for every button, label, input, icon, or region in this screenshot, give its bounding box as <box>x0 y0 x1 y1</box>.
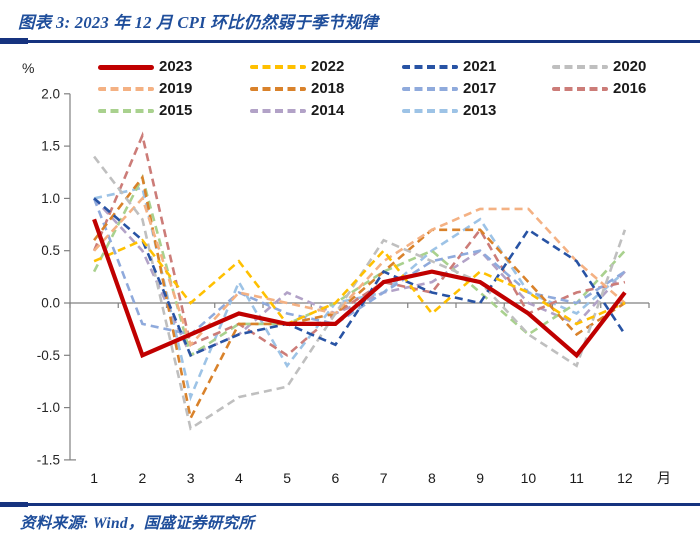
legend-item-2021: 2021 <box>402 56 552 78</box>
legend-swatch-2015 <box>98 109 154 113</box>
title-divider-tab <box>0 38 28 44</box>
series-2015-line <box>92 173 626 358</box>
legend-label: 2020 <box>613 58 647 75</box>
legend-item-2017: 2017 <box>402 78 552 100</box>
legend-swatch-2021 <box>402 65 458 69</box>
legend-swatch-2022 <box>250 65 306 69</box>
chart-legend: 2023 2022 2021 2020 2019 2018 2017 2016 2015 2014… <box>98 56 673 122</box>
y-tick-label: -1.0 <box>37 400 60 415</box>
y-tick-label: 1.5 <box>41 139 60 154</box>
legend-item-2018: 2018 <box>250 78 402 100</box>
legend-swatch-2017 <box>402 87 458 91</box>
series-2022-line <box>93 238 626 326</box>
footer-divider <box>0 503 700 506</box>
legend-item-2015: 2015 <box>98 100 250 122</box>
series-2023-line <box>92 218 627 359</box>
series-2017-line <box>92 197 626 336</box>
y-tick-label: 0.0 <box>41 296 60 311</box>
legend-label: 2021 <box>463 58 497 75</box>
legend-label: 2015 <box>159 102 193 119</box>
legend-item-2023: 2023 <box>98 56 250 78</box>
legend-label: 2013 <box>463 102 497 119</box>
legend-label: 2018 <box>311 80 345 97</box>
source-note: 资料来源: Wind，国盛证券研究所 <box>20 515 255 532</box>
y-axis-unit-label: % <box>22 60 35 76</box>
y-tick-label: 0.5 <box>41 243 60 258</box>
legend-swatch-2020 <box>552 65 608 69</box>
y-tick-label: -0.5 <box>37 348 60 363</box>
title-divider <box>0 40 700 43</box>
x-tick-label: 9 <box>476 470 484 486</box>
series-2013-line <box>93 186 626 402</box>
legend-item-2020: 2020 <box>552 56 673 78</box>
legend-item-2016: 2016 <box>552 78 673 100</box>
legend-label: 2022 <box>311 58 345 75</box>
legend-swatch-2019 <box>98 87 154 91</box>
x-tick-label: 7 <box>380 470 388 486</box>
legend-item-2014: 2014 <box>250 100 402 122</box>
x-tick-label: 12 <box>617 470 633 486</box>
legend-label: 2017 <box>463 80 497 97</box>
series-2016-line <box>92 131 626 357</box>
x-tick-label: 1 <box>90 470 98 486</box>
y-tick-label: 1.0 <box>41 191 60 206</box>
legend-label: 2016 <box>613 80 647 97</box>
legend-item-2019: 2019 <box>98 78 250 100</box>
footer-divider-tab <box>0 501 28 507</box>
x-tick-label: 4 <box>235 470 243 486</box>
y-tick-label: 2.0 <box>41 86 60 101</box>
series-2019-line <box>93 195 626 348</box>
x-tick-label: 10 <box>521 470 537 486</box>
x-tick-label: 5 <box>283 470 291 486</box>
legend-label: 2023 <box>159 58 193 75</box>
series-2018-line <box>93 174 626 423</box>
x-axis-unit-label: 月 <box>657 470 671 486</box>
legend-swatch-2014 <box>250 109 306 113</box>
legend-item-2013: 2013 <box>402 100 552 122</box>
x-tick-label: 2 <box>138 470 146 486</box>
legend-swatch-2023 <box>98 64 154 70</box>
y-tick-label: -1.5 <box>37 452 60 467</box>
series-2021-line <box>93 197 626 358</box>
figure-title: 图表 3: 2023 年 12 月 CPI 环比仍然弱于季节规律 <box>18 13 379 32</box>
legend-label: 2014 <box>311 102 345 119</box>
y-axis: 2.0 1.5 1.0 0.5 0.0 -0.5 -1.0 -1.5 <box>37 86 76 467</box>
legend-swatch-2013 <box>402 109 458 113</box>
x-tick-label: 3 <box>187 470 195 486</box>
legend-item-2022: 2022 <box>250 56 402 78</box>
x-tick-label: 6 <box>331 470 339 486</box>
x-tick-label: 8 <box>428 470 436 486</box>
x-tick-label: 11 <box>569 470 584 486</box>
legend-label: 2019 <box>159 80 193 97</box>
legend-swatch-2016 <box>552 87 608 91</box>
legend-swatch-2018 <box>250 87 306 91</box>
